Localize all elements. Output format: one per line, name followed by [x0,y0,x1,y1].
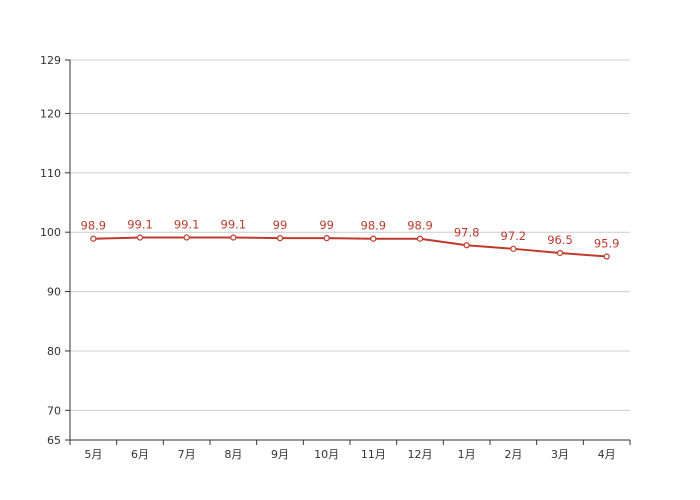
data-point [603,253,610,260]
x-tick-label: 8月 [224,448,242,461]
data-label: 98.9 [361,219,387,233]
data-point [510,245,517,252]
x-tick-label: 6月 [131,448,149,461]
x-tick-label: 12月 [408,448,433,461]
data-label: 99.1 [127,218,153,232]
gridlines [70,59,630,411]
series-line [93,236,607,258]
data-label: 97.8 [454,225,480,239]
data-label: 99.1 [174,218,200,232]
data-label: 97.2 [501,229,527,243]
data-point [416,235,424,242]
y-axis-ticks: 65 70 80 90 100 110 120 129 [40,54,70,447]
data-label: 98.9 [81,219,107,233]
data-point [230,234,237,241]
axes [69,60,630,441]
data-labels: 98.9 99.1 99.1 99.1 99 99 98.9 98.9 97.8 97.2 96.5… [81,218,620,251]
data-point [556,249,564,257]
x-tick-label: 11月 [361,448,386,461]
x-tick-label: 7月 [178,448,196,461]
data-point [463,242,470,249]
x-tick-label: 4月 [598,448,616,461]
data-label: 99 [319,218,334,232]
data-label: 95.9 [594,237,620,251]
y-tick-label: 129 [40,54,61,67]
data-label: 99.1 [221,218,247,232]
x-tick-label: 1月 [458,448,476,461]
series-line [93,236,607,258]
y-tick-label: 90 [47,286,61,299]
y-tick-label: 65 [47,434,61,447]
x-axis-ticks: 5月 6月 7月 8月 9月 10月 11月 12月 1月 2月 3月 4月 [69,440,631,461]
data-point [370,235,377,242]
data-point [90,235,97,242]
y-tick-label: 70 [47,404,61,417]
data-point [323,235,330,242]
x-tick-label: 10月 [314,448,339,461]
x-tick-label: 3月 [551,448,569,461]
y-tick-label: 80 [47,345,61,358]
y-tick-label: 100 [40,226,61,239]
data-point [183,234,190,241]
data-label: 96.5 [547,233,573,247]
data-point [136,234,144,241]
y-tick-label: 120 [40,107,61,120]
x-tick-label: 5月 [84,448,102,461]
x-tick-label: 9月 [271,448,289,461]
data-points [90,234,610,260]
data-label: 99 [273,218,288,232]
data-label: 98.9 [407,219,433,233]
x-tick-label: 2月 [504,448,522,461]
data-point [276,235,284,242]
y-tick-label: 110 [40,167,61,180]
